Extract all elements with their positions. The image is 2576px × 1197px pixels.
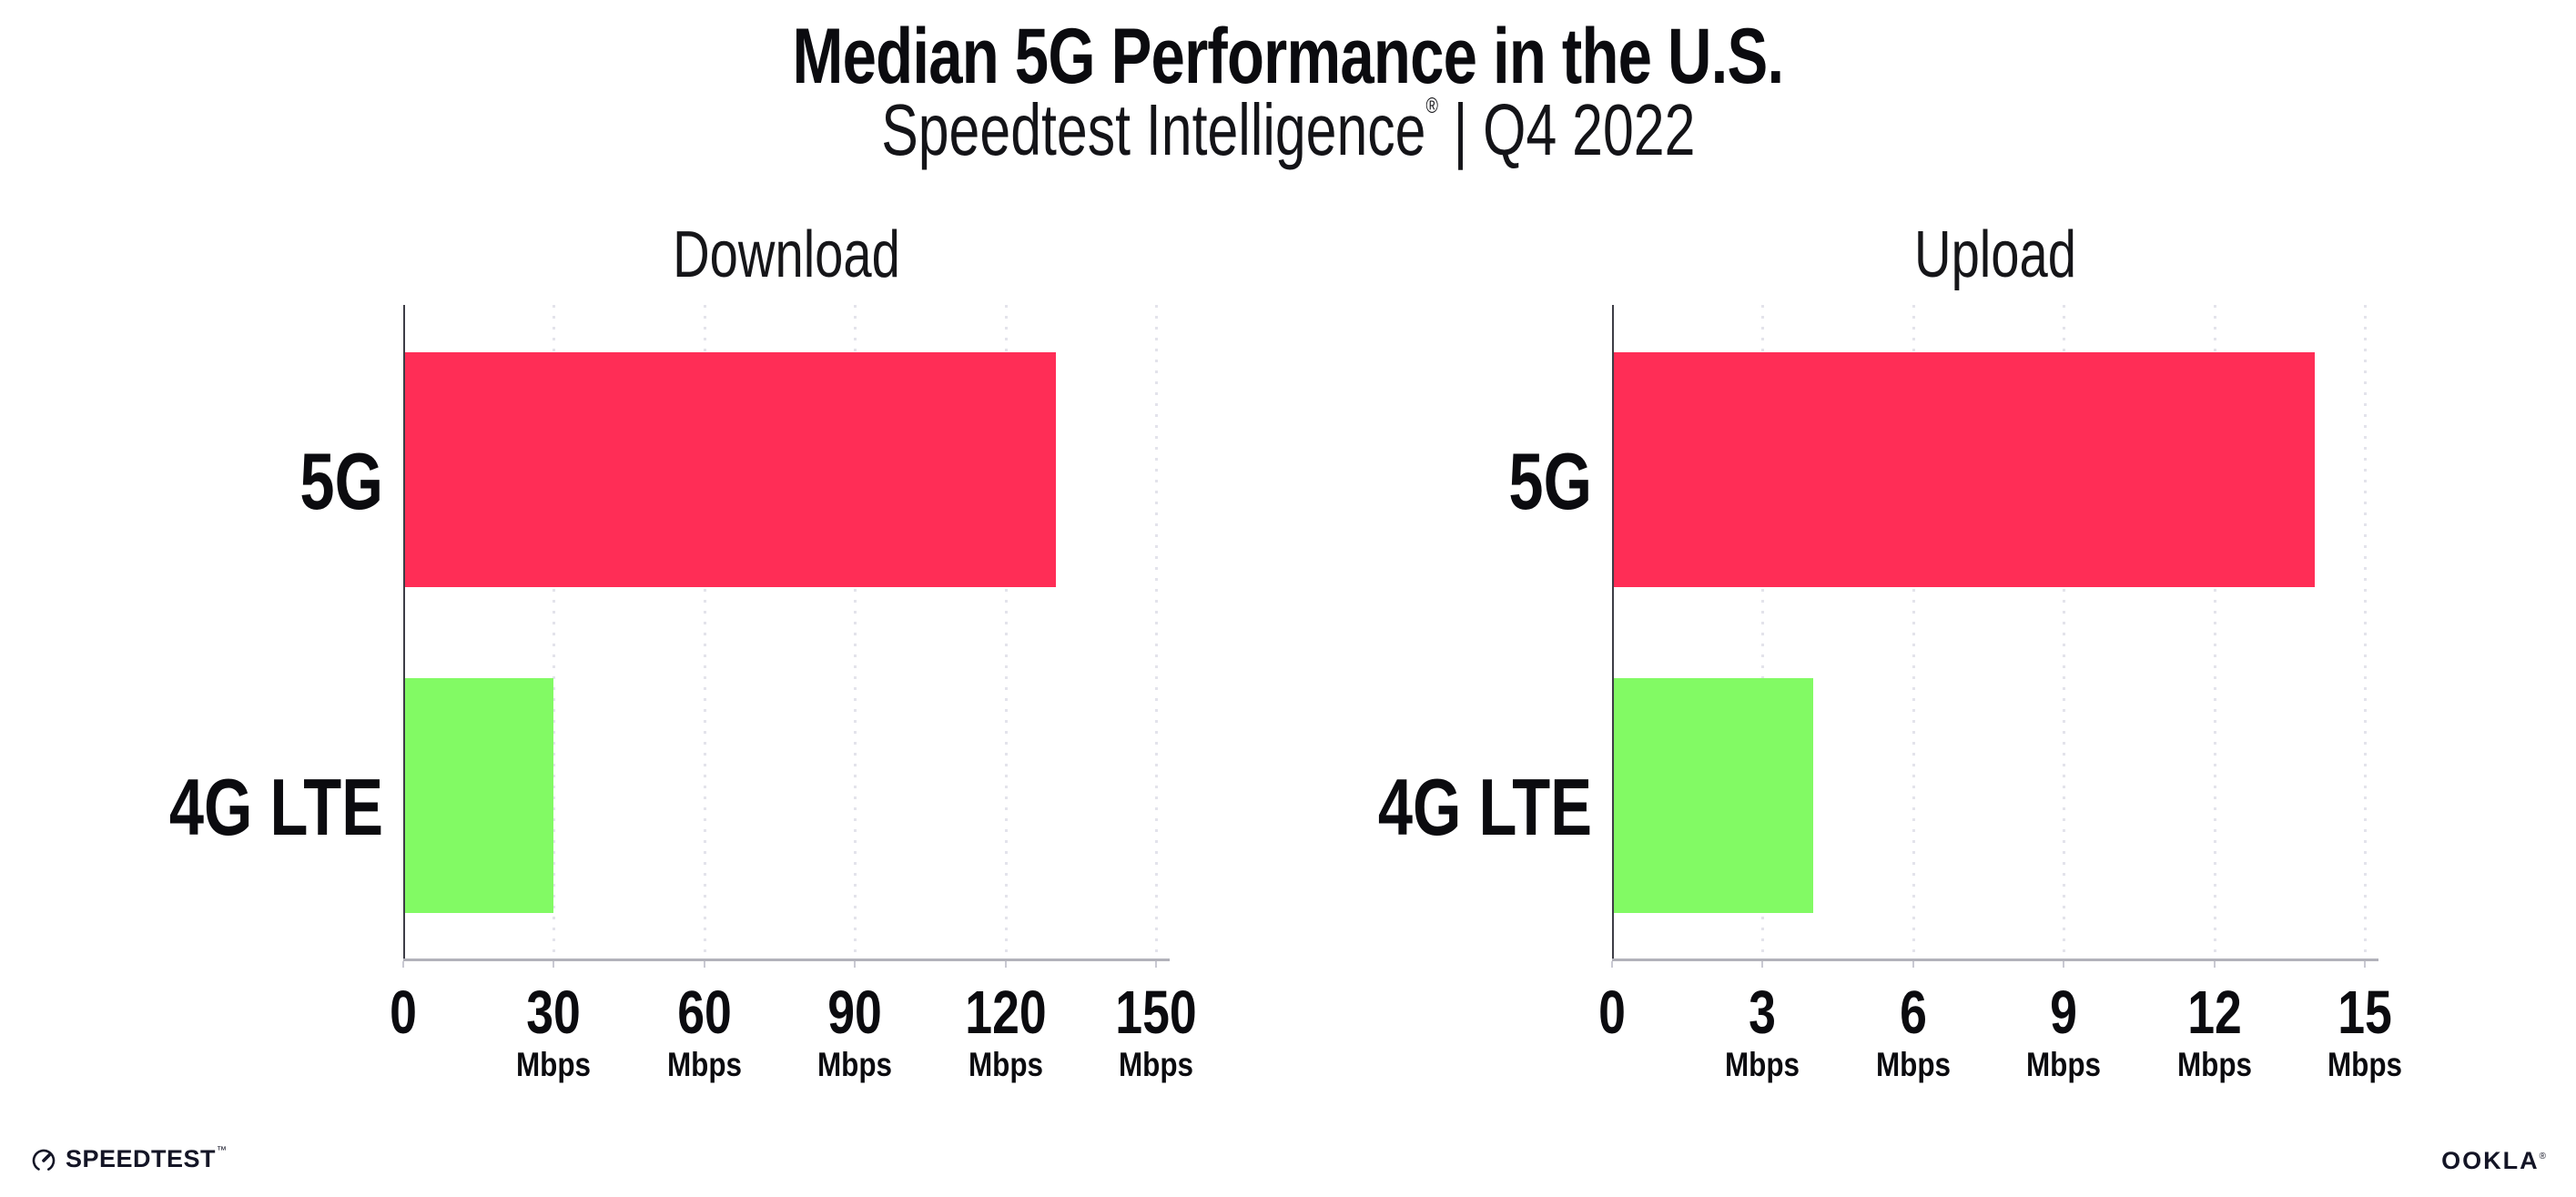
tickmark-upload-15: [2364, 961, 2366, 968]
page-title: Median 5G Performance in the U.S.: [0, 17, 2576, 96]
tick-label-download-90: 90: [827, 979, 882, 1047]
page-subtitle-text: Speedtest Intelligence® | Q4 2022: [881, 94, 1695, 167]
tick-label-upload-3: 3: [1749, 979, 1777, 1047]
gridline-upload-9: [2063, 305, 2066, 959]
category-label-download-5g: 5G: [299, 436, 383, 526]
tick-unit-upload-9: Mbps: [2026, 1046, 2102, 1083]
x-axis-upload: [1612, 959, 2378, 961]
tickmark-upload-12: [2213, 961, 2216, 968]
tickmark-upload-6: [1912, 961, 1914, 968]
gridline-download-120: [1004, 305, 1008, 959]
gridline-download-30: [553, 305, 556, 959]
page-subtitle: Speedtest Intelligence® | Q4 2022: [0, 94, 2576, 167]
tick-label-upload-15: 15: [2338, 979, 2392, 1047]
tick-unit-upload-12: Mbps: [2176, 1046, 2252, 1083]
speedtest-logo: SPEEDTEST ™: [30, 1145, 227, 1173]
bar-download-4g-lte: [403, 678, 554, 913]
registered-mark: ®: [1425, 94, 1438, 118]
category-label-upload-5g: 5G: [1508, 436, 1592, 526]
gridline-upload-3: [1761, 305, 1765, 959]
tick-label-upload-0: 0: [1598, 979, 1626, 1047]
ookla-logo-text: OOKLA: [2441, 1147, 2540, 1174]
tick-unit-download-120: Mbps: [968, 1046, 1043, 1083]
chart-title-upload: Upload: [1914, 218, 2076, 291]
bar-upload-4g-lte: [1612, 678, 1813, 913]
tickmark-upload-3: [1761, 961, 1764, 968]
bar-download-5g: [403, 352, 1056, 587]
tickmark-download-150: [1155, 961, 1157, 968]
x-axis-download: [403, 959, 1170, 961]
tick-label-download-30: 30: [526, 979, 582, 1047]
tick-unit-upload-15: Mbps: [2327, 1046, 2403, 1083]
gridline-upload-15: [2364, 305, 2367, 959]
category-label-download-4g-lte: 4G LTE: [168, 762, 383, 852]
tick-unit-download-30: Mbps: [516, 1046, 592, 1083]
gridline-upload-12: [2213, 305, 2216, 959]
page-title-text: Median 5G Performance in the U.S.: [792, 13, 1785, 100]
tick-unit-download-90: Mbps: [817, 1046, 893, 1083]
subtitle-period: Q4 2022: [1482, 89, 1696, 170]
gridline-download-60: [703, 305, 706, 959]
ookla-logo: OOKLA®: [2441, 1147, 2546, 1175]
tick-label-upload-12: 12: [2186, 979, 2242, 1047]
tickmark-download-120: [1004, 961, 1007, 968]
tick-label-upload-6: 6: [1899, 979, 1927, 1047]
tick-label-upload-9: 9: [2050, 979, 2078, 1047]
speedtest-gauge-icon: [32, 1149, 56, 1172]
speedtest-trademark-mark: ™: [217, 1144, 228, 1156]
bar-upload-5g: [1612, 352, 2315, 587]
chart-title-download: Download: [673, 218, 900, 291]
tick-unit-download-150: Mbps: [1118, 1046, 1194, 1083]
tickmark-download-60: [703, 961, 705, 968]
y-axis-upload: [1612, 305, 1614, 959]
ookla-registered-mark: ®: [2539, 1151, 2546, 1161]
tick-unit-upload-3: Mbps: [1725, 1046, 1800, 1083]
tick-label-download-60: 60: [676, 979, 732, 1047]
tickmark-upload-0: [1611, 961, 1613, 968]
tick-label-download-120: 120: [964, 979, 1047, 1047]
tickmark-download-30: [553, 961, 555, 968]
subtitle-brand: Speedtest Intelligence: [880, 89, 1426, 170]
gridline-download-150: [1155, 305, 1158, 959]
gridline-upload-6: [1912, 305, 1915, 959]
speedtest-logo-text: SPEEDTEST: [66, 1145, 217, 1172]
tick-unit-upload-6: Mbps: [1875, 1046, 1951, 1083]
gridline-download-90: [854, 305, 857, 959]
tickmark-download-0: [402, 961, 404, 968]
tick-unit-download-60: Mbps: [666, 1046, 742, 1083]
category-label-upload-4g-lte: 4G LTE: [1377, 762, 1592, 852]
tick-label-download-150: 150: [1115, 979, 1197, 1047]
tick-label-download-0: 0: [390, 979, 417, 1047]
tickmark-upload-9: [2063, 961, 2065, 968]
tickmark-download-90: [854, 961, 857, 968]
subtitle-separator: |: [1453, 89, 1468, 170]
y-axis-download: [403, 305, 405, 959]
